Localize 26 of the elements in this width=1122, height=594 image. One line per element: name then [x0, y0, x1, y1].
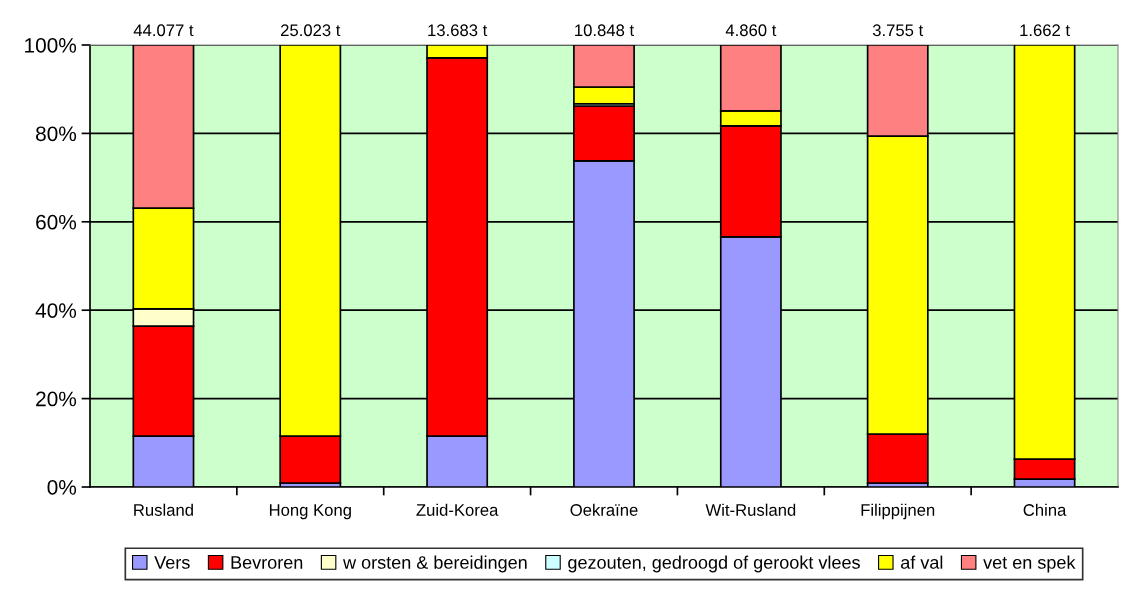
y-tick-label: 80% [36, 126, 77, 142]
annotation: 3.755 t [872, 24, 924, 37]
legend-label: Vers [154, 556, 190, 569]
y-tick-label: 20% [36, 391, 77, 407]
x-tick-label: China [1023, 503, 1067, 516]
annotation: 1.662 t [1020, 24, 1070, 37]
x-tick-label: Filippijnen [861, 503, 935, 520]
annotation: 10.848 t [575, 24, 634, 37]
legend-label: gezouten, gedroogd of gerookt vlees [568, 555, 860, 573]
annotation: 4.860 t [725, 24, 777, 37]
y-tick-label: 0% [47, 480, 77, 495]
x-tick-label: Hong Kong [269, 504, 351, 520]
legend-label: af val [901, 555, 943, 569]
annotation: 25.023 t [281, 24, 341, 37]
x-tick-label: Zuid-Korea [416, 503, 499, 516]
y-tick-label: 60% [36, 214, 77, 230]
y-tick-label: 100% [25, 38, 77, 53]
x-tick-label: Oekraïne [570, 503, 638, 516]
x-tick-label: Rusland [134, 503, 193, 516]
legend-label: vet en spek [983, 555, 1076, 573]
legend-label: w orsten & bereidingen [343, 555, 527, 573]
annotation: 44.077 t [133, 24, 194, 37]
annotation: 13.683 t [428, 24, 488, 37]
legend-label: Bevroren [231, 556, 303, 569]
x-tick-label: Wit-Rusland [705, 503, 796, 516]
y-tick-label: 40% [35, 303, 77, 318]
